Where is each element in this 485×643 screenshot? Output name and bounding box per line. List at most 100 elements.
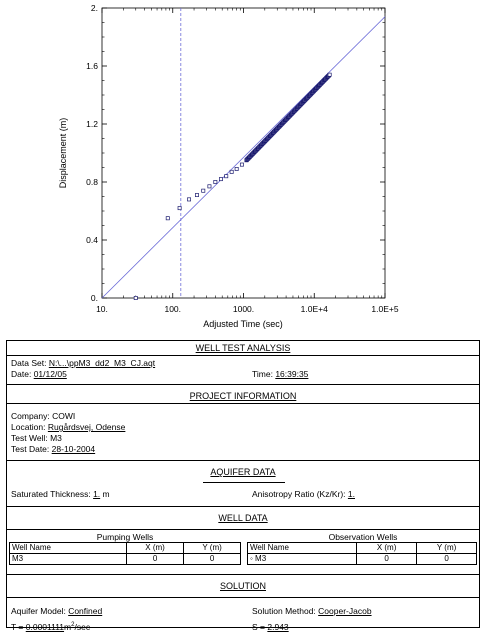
- transmissivity-label: T =: [11, 622, 24, 632]
- y-tick-label: 0.8: [86, 177, 98, 187]
- transmissivity-row: T = 0.0001111m2/sec: [11, 622, 90, 632]
- transmissivity-value: 0.0001111: [25, 622, 65, 632]
- data-set-label: Data Set:: [11, 358, 47, 368]
- pumping-header-row: Well Name X (m) Y (m): [9, 542, 241, 554]
- test-well-value: M3: [50, 433, 62, 443]
- time-row: Time: 16:39:35: [252, 369, 308, 379]
- x-tick-label: 1.0E+4: [301, 304, 328, 314]
- aquifer-model-label: Aquifer Model:: [11, 606, 66, 616]
- project-information-title: PROJECT INFORMATION: [7, 389, 479, 404]
- data-set-value: N:\...\ppM3_dd2_M3_CJ.aqt: [48, 358, 156, 368]
- location-label: Location:: [11, 422, 46, 432]
- test-well-row: Test Well: M3: [11, 433, 62, 443]
- company-label: Company:: [11, 411, 50, 421]
- x-tick-label: 10.: [96, 304, 108, 314]
- test-date-row: Test Date: 28-10-2004: [11, 444, 95, 454]
- pumping-wells-title: Pumping Wells: [96, 532, 154, 542]
- solution-title: SOLUTION: [219, 581, 266, 591]
- x-tick-label: 1000.: [233, 304, 254, 314]
- data-point: [218, 177, 223, 182]
- project-information-section: PROJECT INFORMATION Company: COWI Locati…: [7, 389, 479, 461]
- y-axis-label: Displacement (m): [58, 118, 68, 189]
- storativity-row: S = 2.943: [252, 622, 289, 632]
- date-row: Date: 01/12/05: [11, 369, 67, 379]
- company-value: COWI: [52, 411, 76, 421]
- location-row: Location: Rugårdsvej, Odense: [11, 422, 125, 432]
- storativity-value: 2.943: [267, 622, 289, 632]
- y-axis-ticks: 0. 0.4 0.8 1.2 1.6 2.: [86, 3, 385, 303]
- data-point: [239, 162, 244, 167]
- saturated-thickness-label: Saturated Thickness:: [11, 489, 91, 499]
- test-date-value: 28-10-2004: [51, 444, 96, 454]
- y-tick-label: 1.2: [86, 119, 98, 129]
- table-row: ◦ M3 0 0: [247, 553, 477, 565]
- pumping-col-x: X (m): [125, 542, 185, 554]
- location-value: Rugårdsvej, Odense: [47, 422, 126, 432]
- well-test-analysis-title: WELL TEST ANALYSIS: [7, 341, 479, 356]
- pumping-col-well-name: Well Name: [9, 542, 127, 554]
- anisotropy-row: Anisotropy Ratio (Kz/Kr): 1.: [252, 489, 355, 499]
- saturated-thickness-row: Saturated Thickness: 1. m: [11, 489, 110, 499]
- transmissivity-unit: m: [64, 622, 72, 632]
- data-point: [195, 193, 199, 197]
- date-value: 01/12/05: [33, 369, 67, 379]
- plot-frame: [101, 7, 386, 299]
- data-point: [213, 180, 218, 184]
- aquifer-model-row: Aquifer Model: Confined: [11, 606, 102, 616]
- anisotropy-label: Anisotropy Ratio (Kz/Kr):: [252, 489, 346, 499]
- observation-col-well-name: Well Name: [247, 542, 357, 554]
- data-point: [229, 169, 234, 174]
- fit-line: [101, 16, 386, 299]
- y-tick-label: 0.: [91, 293, 98, 303]
- observation-col-x: X (m): [355, 542, 418, 554]
- storativity-label: S =: [252, 622, 265, 632]
- observation-well-x: 0: [355, 553, 418, 565]
- y-tick-label: 0.4: [86, 235, 98, 245]
- aquifer-data-title: AQUIFER DATA: [210, 467, 276, 477]
- transmissivity-unit-tail: /sec: [74, 622, 91, 632]
- transmissivity-unit-sup: 2: [71, 622, 75, 629]
- y-tick-label: 1.6: [86, 61, 98, 71]
- pumping-wells-table: Well Name X (m) Y (m) M3 0 0: [9, 542, 241, 565]
- time-label: Time:: [252, 369, 273, 379]
- data-point: [224, 174, 229, 179]
- well-test-analysis-section: WELL TEST ANALYSIS Data Set: N:\...\ppM3…: [7, 341, 479, 385]
- pumping-well-y: 0: [183, 553, 241, 565]
- anisotropy-value: 1.: [347, 489, 355, 499]
- data-point: [327, 72, 332, 77]
- displacement-chart: 10. 100. 1000. 1.0E+4 1.0E+5 0. 0.4 0.8 1.2 1.6 2…: [58, 3, 399, 329]
- test-well-label: Test Well:: [11, 433, 48, 443]
- company-row: Company: COWI: [11, 411, 75, 421]
- pumping-well-x: 0: [125, 553, 185, 565]
- test-date-label: Test Date:: [11, 444, 50, 454]
- solution-section: SOLUTION Aquifer Model: Confined Solutio…: [7, 579, 479, 643]
- saturated-thickness-unit: m: [102, 489, 110, 499]
- data-points: [133, 72, 332, 300]
- pumping-col-y: Y (m): [183, 542, 241, 554]
- saturated-thickness-value: 1.: [93, 489, 101, 499]
- data-point: [177, 206, 182, 211]
- data-point: [201, 188, 206, 193]
- report-panel: WELL TEST ANALYSIS Data Set: N:\...\ppM3…: [6, 340, 480, 632]
- x-axis-ticks: 10. 100. 1000. 1.0E+4 1.0E+5: [96, 8, 399, 314]
- aquifer-model-value: Confined: [68, 606, 103, 616]
- date-label: Date:: [11, 369, 32, 379]
- data-set-row: Data Set: N:\...\ppM3_dd2_M3_CJ.aqt: [11, 358, 155, 368]
- time-value: 16:39:35: [275, 369, 309, 379]
- solution-method-value: Cooper-Jacob: [318, 606, 372, 616]
- observation-well-y: 0: [416, 553, 477, 565]
- x-tick-label: 1.0E+5: [371, 304, 398, 314]
- pumping-well-name: M3: [9, 553, 127, 565]
- x-axis-label: Adjusted Time (sec): [203, 319, 283, 329]
- data-point: [165, 216, 170, 221]
- x-tick-label: 100.: [164, 304, 181, 314]
- observation-well-name: ◦ M3: [247, 553, 357, 565]
- aquifer-data-section: AQUIFER DATA Saturated Thickness: 1. m A…: [7, 465, 479, 507]
- well-data-title: WELL DATA: [218, 513, 268, 523]
- observation-wells-table: Well Name X (m) Y (m) ◦ M3 0 0: [247, 542, 477, 565]
- data-point: [187, 197, 192, 202]
- well-data-section: WELL DATA Pumping Wells Observation Well…: [7, 511, 479, 575]
- observation-wells-title: Observation Wells: [328, 532, 398, 542]
- data-point: [207, 184, 212, 189]
- solution-method-row: Solution Method: Cooper-Jacob: [252, 606, 372, 616]
